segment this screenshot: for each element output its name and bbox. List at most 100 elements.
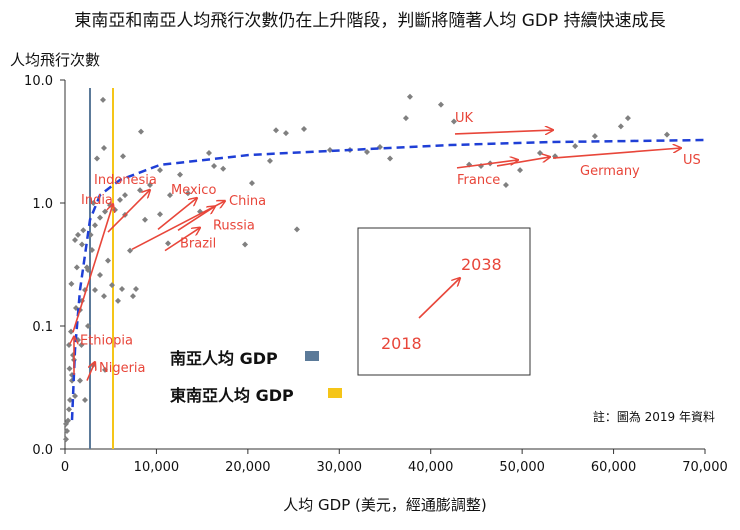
data-point (406, 93, 413, 100)
y-tick-label: 1.0 (32, 197, 53, 212)
data-point (387, 155, 394, 162)
data-point (450, 118, 457, 125)
data-point (663, 131, 670, 138)
arrow-russia (177, 206, 215, 231)
arrow-legend-start: 2018 (381, 334, 422, 353)
data-point (68, 280, 75, 287)
data-point (273, 127, 280, 134)
data-point (117, 196, 124, 203)
x-tick-label: 50,000 (499, 460, 545, 475)
arrow-indonesia (107, 190, 150, 233)
data-point (78, 342, 85, 349)
data-point (147, 182, 154, 189)
data-point (67, 397, 74, 404)
data-point (76, 377, 83, 384)
data-point (211, 162, 218, 169)
data-point (165, 240, 172, 247)
data-point (591, 133, 598, 140)
axes: 10.0 1.0 0.1 0.0 0 10,000 20,000 30,000 40,000 50… (24, 74, 728, 475)
country-label: India (81, 193, 113, 208)
x-tick-label: 40,000 (408, 460, 454, 475)
legend-southeast-asia: 東南亞人均 GDP (170, 386, 294, 405)
country-label: UK (455, 111, 474, 126)
data-point (142, 216, 148, 223)
country-label: Indonesia (94, 173, 157, 188)
data-point (119, 285, 126, 292)
data-point (85, 323, 92, 329)
data-point (437, 101, 444, 108)
data-point (100, 144, 107, 151)
note: 註：圖為 2019 年資料 (593, 410, 715, 424)
data-point (80, 227, 87, 234)
data-point (177, 171, 184, 178)
data-point (502, 182, 509, 189)
data-point (242, 241, 249, 248)
data-point (293, 226, 300, 233)
data-point (65, 342, 72, 349)
data-point (91, 287, 98, 294)
data-point (536, 149, 543, 156)
data-point (94, 155, 100, 162)
country-label: France (457, 173, 500, 188)
data-point (90, 200, 97, 206)
data-point (65, 406, 72, 413)
legend-south-asia: 南亞人均 GDP (170, 349, 278, 368)
data-point (206, 149, 212, 156)
data-point (248, 180, 255, 187)
data-point (402, 115, 409, 122)
y-axis-label: 人均飛行次數 (10, 51, 100, 69)
data-point (83, 264, 90, 271)
data-point (624, 115, 631, 122)
data-point (72, 237, 79, 244)
country-label: Russia (213, 218, 255, 233)
data-point (102, 366, 108, 373)
data-point (137, 128, 144, 135)
data-point (127, 247, 134, 254)
data-point (66, 365, 73, 372)
data-point (96, 214, 103, 221)
scatter-points (62, 93, 670, 443)
arrow-france (456, 160, 518, 169)
data-point (67, 328, 74, 335)
data-point (156, 211, 163, 218)
data-point (72, 392, 79, 399)
data-point (363, 148, 370, 155)
data-point (300, 125, 307, 132)
arrow-uk (454, 130, 553, 134)
data-point (122, 192, 129, 199)
arrow-mexico (157, 198, 197, 231)
data-point (184, 190, 191, 197)
arrow-brazil (164, 228, 200, 252)
reference-lines (88, 88, 114, 449)
data-point (115, 297, 122, 304)
chart-title: 東南亞和南亞人均飛行次數仍在上升階段，判斷將隨著人均 GDP 持續快速成長 (74, 11, 665, 31)
country-label: Mexico (171, 183, 216, 198)
country-label: Germany (580, 164, 640, 179)
data-point (136, 187, 143, 194)
country-label: China (229, 194, 266, 209)
data-point (220, 165, 227, 172)
country-label: Nigeria (99, 361, 146, 376)
data-point (79, 241, 86, 248)
x-tick-label: 30,000 (317, 460, 363, 475)
country-label: Brazil (180, 237, 216, 252)
country-label: US (683, 153, 701, 168)
data-point (91, 222, 98, 229)
data-point (64, 428, 71, 435)
data-point (99, 96, 106, 103)
data-point (517, 167, 524, 174)
x-tick-label: 0 (61, 460, 69, 475)
country-arrows: UK France Germany US Ethiopia Nigeria India Ind… (73, 111, 701, 381)
data-point (88, 246, 95, 253)
y-tick-label: 10.0 (24, 74, 53, 89)
data-point (82, 397, 89, 404)
data-point (129, 293, 136, 300)
data-point (102, 208, 108, 215)
legend-south-asia-swatch (305, 351, 319, 361)
arrow-legend-end: 2038 (461, 255, 502, 274)
trend-line (70, 138, 706, 421)
data-point (109, 282, 116, 289)
data-point (62, 436, 69, 443)
data-point (120, 153, 127, 160)
